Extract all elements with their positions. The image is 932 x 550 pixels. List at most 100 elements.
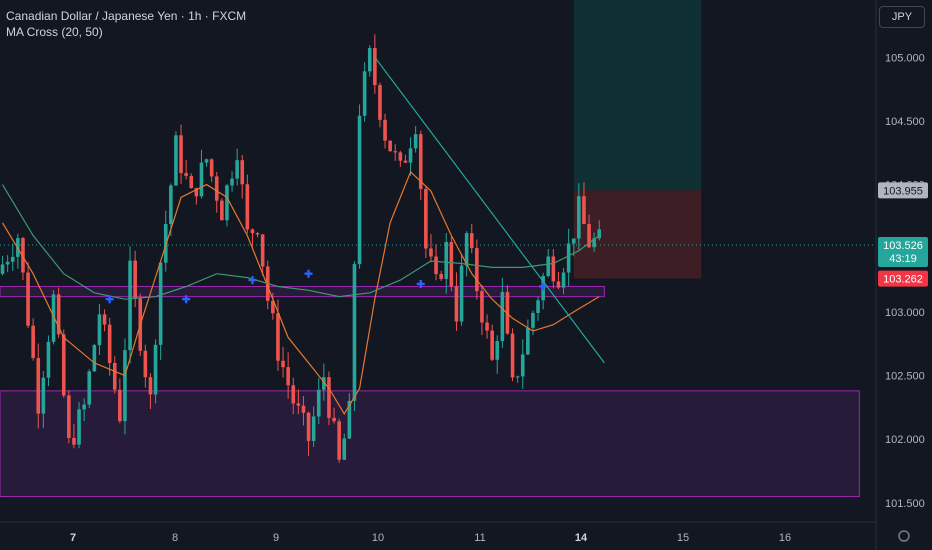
candle-body[interactable] (311, 416, 316, 441)
candle-body[interactable] (398, 152, 403, 161)
candle-body[interactable] (393, 151, 398, 153)
candle-body[interactable] (77, 409, 81, 445)
candle-body[interactable] (235, 160, 239, 179)
candle-body[interactable] (184, 173, 188, 176)
candle-body[interactable] (526, 327, 530, 355)
candle-body[interactable] (469, 233, 474, 249)
candle-body[interactable] (102, 314, 107, 325)
candle-body[interactable] (199, 162, 204, 197)
candle-body[interactable] (194, 188, 199, 197)
support-zone-0[interactable] (0, 285, 605, 298)
candle-body[interactable] (577, 196, 581, 239)
candle-body[interactable] (490, 330, 494, 360)
candle-body[interactable] (291, 385, 296, 404)
candle-body[interactable] (276, 313, 280, 361)
candle-body[interactable] (357, 115, 362, 265)
candle-body[interactable] (189, 175, 194, 189)
candle-body[interactable] (56, 294, 61, 335)
candle-body[interactable] (255, 233, 260, 235)
candle-body[interactable] (87, 371, 92, 405)
candle-body[interactable] (82, 404, 86, 410)
candle-body[interactable] (46, 341, 51, 378)
candle-body[interactable] (337, 421, 341, 460)
candle-body[interactable] (388, 140, 392, 152)
candle-body[interactable] (322, 377, 326, 390)
candle-body[interactable] (362, 71, 367, 116)
candle-body[interactable] (444, 241, 449, 279)
candle-body[interactable] (556, 281, 561, 288)
candle-body[interactable] (332, 417, 336, 422)
candle-body[interactable] (429, 248, 433, 257)
candle-body[interactable] (112, 362, 117, 390)
candle-body[interactable] (327, 377, 331, 418)
candle-body[interactable] (153, 344, 158, 395)
candle-body[interactable] (316, 389, 321, 417)
candle-body[interactable] (424, 188, 428, 249)
candle-body[interactable] (485, 322, 489, 331)
candle-body[interactable] (21, 238, 25, 273)
candle-body[interactable] (439, 273, 443, 279)
candle-body[interactable] (571, 238, 576, 244)
candle-body[interactable] (367, 48, 372, 72)
ma-fast-line[interactable] (1, 170, 600, 415)
candle-body[interactable] (10, 256, 15, 262)
candle-body[interactable] (240, 160, 245, 185)
candle-body[interactable] (123, 350, 127, 422)
candle-body[interactable] (158, 262, 163, 345)
candle-body[interactable] (403, 160, 408, 163)
candle-body[interactable] (342, 438, 347, 460)
candle-body[interactable] (230, 178, 234, 186)
candle-body[interactable] (214, 176, 219, 201)
candle-body[interactable] (459, 265, 464, 322)
candle-body[interactable] (383, 119, 387, 141)
candle-body[interactable] (495, 341, 500, 360)
candle-body[interactable] (464, 233, 469, 266)
candle-body[interactable] (67, 395, 71, 438)
candle-body[interactable] (515, 376, 520, 378)
candle-body[interactable] (220, 200, 224, 221)
candle-body[interactable] (72, 437, 76, 445)
candle-body[interactable] (204, 159, 209, 163)
candle-body[interactable] (271, 300, 275, 314)
candle-body[interactable] (41, 377, 46, 414)
candle-body[interactable] (536, 300, 540, 313)
candle-body[interactable] (5, 261, 10, 265)
candle-body[interactable] (520, 354, 525, 377)
candle-body[interactable] (500, 292, 505, 342)
currency-button[interactable]: JPY (879, 6, 925, 28)
candle-body[interactable] (347, 400, 352, 439)
candle-body[interactable] (250, 229, 255, 234)
candle-body[interactable] (449, 241, 454, 287)
candle-body[interactable] (582, 196, 586, 225)
candle-body[interactable] (510, 333, 515, 378)
candle-body[interactable] (107, 324, 112, 363)
stop-loss-box[interactable] (573, 190, 702, 279)
candle-body[interactable] (352, 264, 357, 401)
candle-body[interactable] (551, 256, 556, 282)
candle-body[interactable] (413, 134, 418, 149)
settings-gear-icon[interactable] (898, 530, 910, 542)
candle-body[interactable] (306, 412, 311, 441)
candle-body[interactable] (566, 243, 571, 273)
candle-body[interactable] (209, 159, 214, 177)
candle-body[interactable] (475, 248, 479, 292)
candle-body[interactable] (26, 272, 30, 326)
candle-body[interactable] (296, 403, 301, 406)
candle-body[interactable] (301, 405, 306, 413)
candle-body[interactable] (0, 264, 5, 274)
candle-body[interactable] (281, 360, 285, 368)
candle-body[interactable] (143, 350, 148, 378)
candle-body[interactable] (61, 334, 66, 396)
candle-body[interactable] (51, 294, 56, 342)
support-zone-1[interactable] (0, 390, 860, 498)
candle-body[interactable] (454, 286, 459, 322)
descending-trendline[interactable] (374, 56, 605, 364)
candle-body[interactable] (128, 260, 132, 351)
candle-body[interactable] (169, 185, 173, 225)
ma-slow-line[interactable] (1, 184, 600, 300)
candle-body[interactable] (592, 238, 596, 248)
candle-body[interactable] (36, 357, 41, 414)
candle-body[interactable] (245, 184, 250, 230)
candle-body[interactable] (286, 367, 290, 386)
